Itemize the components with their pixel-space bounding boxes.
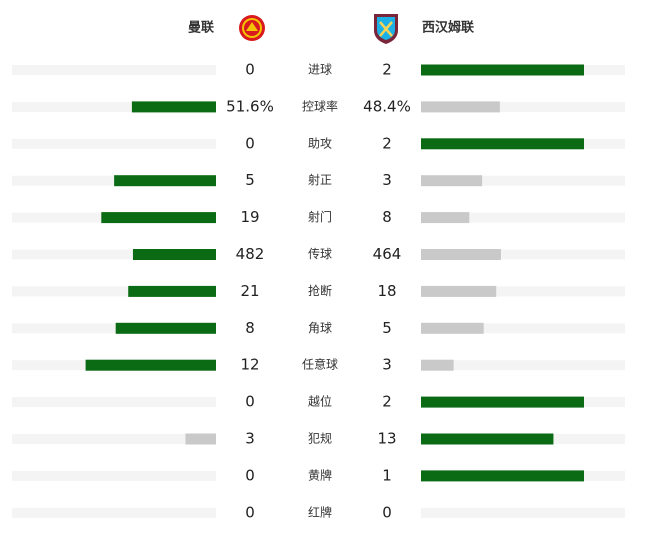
away-bar (421, 359, 454, 371)
home-value: 482 (236, 245, 265, 263)
home-value: 0 (245, 61, 255, 79)
away-bar (421, 433, 554, 445)
home-bar (115, 322, 216, 334)
home-track (12, 397, 216, 408)
away-bar (421, 470, 584, 482)
away-value: 1 (382, 466, 392, 484)
home-value: 19 (240, 208, 259, 226)
away-value: 8 (382, 208, 392, 226)
away-track (421, 249, 625, 260)
stat-label: 传球 (308, 246, 332, 261)
away-track (421, 212, 625, 223)
home-bar (114, 175, 216, 187)
home-value: 12 (240, 356, 259, 374)
away-track (421, 507, 625, 518)
home-track (12, 470, 216, 481)
away-value: 464 (373, 245, 402, 263)
home-value: 5 (245, 171, 255, 189)
home-bar (185, 433, 216, 445)
stat-label: 助攻 (308, 136, 332, 150)
home-bar (128, 285, 216, 297)
away-value: 3 (382, 356, 392, 374)
away-value: 18 (377, 282, 396, 300)
home-bar (101, 212, 216, 224)
away-bar (421, 396, 584, 408)
away-track (421, 286, 625, 297)
away-value: 2 (382, 61, 392, 79)
away-value: 13 (377, 430, 396, 448)
home-team-name: 曼联 (188, 21, 214, 36)
away-value: 5 (382, 319, 392, 337)
home-track (12, 434, 216, 444)
stat-label: 射正 (308, 172, 332, 187)
home-track (12, 175, 216, 186)
home-bar (85, 359, 216, 371)
home-value: 8 (245, 319, 255, 337)
away-bar (421, 212, 470, 224)
home-value: 51.6% (226, 97, 274, 115)
stat-label: 任意球 (302, 357, 338, 372)
stat-label: 犯规 (308, 431, 332, 446)
home-bar (132, 249, 216, 260)
away-bar (421, 101, 500, 113)
away-bar (421, 64, 584, 76)
away-bar (421, 175, 483, 187)
home-track (12, 507, 216, 518)
home-value: 0 (245, 466, 255, 484)
away-value: 0 (382, 503, 392, 521)
home-bar (131, 101, 216, 113)
home-track (12, 286, 216, 297)
home-value: 0 (245, 134, 255, 152)
stat-label: 控球率 (302, 98, 338, 113)
home-value: 0 (245, 503, 255, 521)
home-track (12, 101, 216, 112)
away-bar (421, 249, 501, 260)
away-track (421, 323, 625, 334)
stat-label: 越位 (308, 394, 332, 409)
away-value: 48.4% (363, 97, 411, 115)
home-track (12, 65, 216, 75)
away-bar (421, 138, 584, 150)
away-value: 2 (382, 134, 392, 152)
away-team-name: 西汉姆联 (422, 20, 474, 36)
away-track (421, 360, 625, 371)
stat-label: 进球 (308, 63, 332, 77)
home-value: 3 (245, 430, 255, 448)
stat-label: 角球 (308, 321, 332, 335)
home-track (12, 323, 216, 334)
away-bar (421, 285, 497, 297)
home-track (12, 138, 216, 149)
stat-label: 抢断 (308, 283, 332, 298)
away-bar (421, 322, 484, 334)
away-crest (374, 14, 398, 44)
home-value: 21 (240, 282, 259, 300)
stat-label: 射门 (308, 209, 332, 224)
stat-label: 黄牌 (308, 468, 332, 482)
away-track (421, 101, 625, 112)
stat-label: 红牌 (308, 504, 332, 519)
away-value: 3 (382, 171, 392, 189)
home-value: 0 (245, 393, 255, 411)
away-track (421, 175, 625, 186)
away-value: 2 (382, 393, 392, 411)
home-track (12, 249, 216, 260)
home-crest (239, 15, 265, 41)
